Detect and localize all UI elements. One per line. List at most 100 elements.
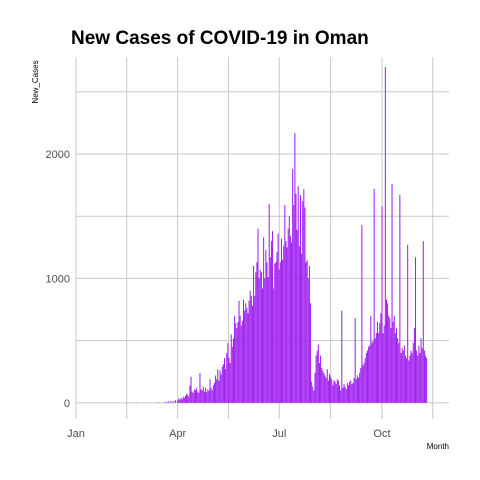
bar	[403, 345, 405, 403]
bar	[251, 305, 253, 403]
bar	[289, 236, 291, 403]
bar	[292, 168, 294, 403]
bar	[305, 262, 307, 403]
bar	[177, 400, 179, 403]
bar	[238, 300, 240, 403]
bar	[411, 353, 413, 403]
bar	[232, 338, 234, 403]
bar	[183, 397, 185, 403]
bar	[135, 402, 137, 404]
bar	[217, 369, 219, 403]
bar	[212, 385, 214, 403]
bar	[207, 389, 209, 403]
bar	[356, 375, 358, 403]
bar	[221, 366, 223, 403]
bar	[255, 272, 257, 403]
bar	[358, 377, 360, 403]
y-tick-label: 1000	[46, 273, 70, 285]
bar	[295, 193, 297, 403]
bar	[381, 206, 383, 403]
bar	[421, 348, 423, 403]
bar	[274, 263, 276, 403]
bar	[303, 188, 305, 403]
y-tick-labels: 0 1000 2000	[46, 149, 70, 410]
bar	[359, 372, 361, 403]
bar	[235, 323, 237, 403]
bar	[419, 353, 421, 403]
bar	[408, 360, 410, 403]
bar	[287, 228, 289, 403]
bar	[400, 353, 402, 403]
bar	[210, 387, 212, 403]
bar	[378, 333, 380, 403]
bar	[288, 216, 290, 403]
bar	[384, 66, 386, 403]
bar	[188, 396, 190, 403]
y-tick-label: 0	[64, 398, 70, 410]
bar	[369, 345, 371, 403]
bar	[371, 343, 373, 403]
bar	[418, 345, 420, 403]
bar	[410, 350, 412, 403]
bar	[293, 205, 295, 403]
bar	[316, 350, 318, 403]
bar	[170, 401, 172, 403]
bar	[355, 379, 357, 403]
bar	[373, 188, 375, 403]
bar	[182, 396, 184, 403]
bar	[362, 365, 364, 403]
bar	[361, 224, 363, 403]
bar	[277, 233, 279, 403]
bar	[190, 376, 192, 403]
bar	[186, 394, 188, 403]
bar	[193, 389, 195, 403]
bar	[417, 355, 419, 403]
bar	[263, 237, 265, 403]
bar	[291, 242, 293, 403]
bar	[168, 401, 170, 403]
bar	[198, 392, 200, 403]
plot-area: 0 1000 2000 Jan Apr Jul Oct	[46, 57, 449, 440]
bar	[231, 346, 233, 403]
bar	[219, 370, 221, 403]
bar	[267, 277, 269, 403]
x-tick-label: Jul	[272, 428, 286, 440]
bar	[229, 363, 231, 403]
bar	[321, 367, 323, 403]
bar	[353, 377, 355, 403]
bar	[354, 318, 356, 403]
bar	[206, 392, 208, 403]
bar	[343, 384, 345, 403]
bar	[368, 346, 370, 403]
bar	[253, 265, 255, 403]
bar	[246, 308, 248, 403]
bar	[306, 259, 308, 403]
bar	[340, 390, 342, 403]
bar	[247, 313, 249, 403]
bar	[215, 375, 217, 403]
bar	[250, 295, 252, 403]
bar	[268, 203, 270, 403]
bar	[237, 321, 239, 403]
bar	[158, 402, 160, 403]
bar	[379, 323, 381, 403]
x-tick-label: Apr	[169, 428, 186, 440]
bar	[330, 376, 332, 403]
bar	[382, 333, 384, 403]
bar	[192, 392, 194, 403]
bar	[307, 278, 309, 403]
bar	[326, 369, 328, 403]
bar	[282, 259, 284, 403]
bar	[249, 290, 251, 403]
x-tick-labels: Jan Apr Jul Oct	[67, 428, 390, 440]
bar	[244, 310, 246, 403]
bar	[360, 367, 362, 403]
bar	[324, 375, 326, 403]
bar	[342, 387, 344, 403]
bar	[222, 364, 224, 403]
bar	[395, 328, 398, 403]
bar	[163, 402, 165, 403]
bar	[296, 229, 298, 403]
bar	[239, 315, 241, 403]
bar	[317, 344, 319, 403]
